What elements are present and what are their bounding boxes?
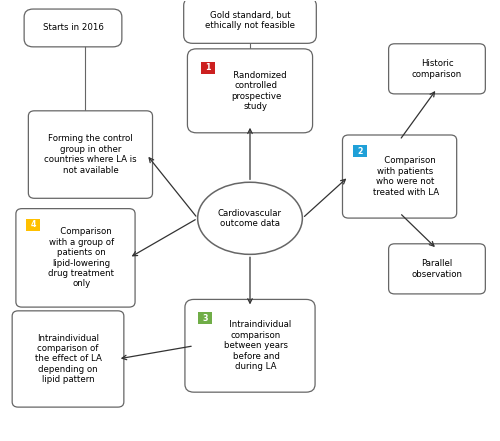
- FancyBboxPatch shape: [184, 0, 316, 43]
- FancyBboxPatch shape: [201, 62, 215, 74]
- FancyBboxPatch shape: [24, 9, 122, 47]
- Text: Comparison
with a group of
patients on
lipid-lowering
drug treatment
only: Comparison with a group of patients on l…: [48, 228, 114, 288]
- Text: Comparison
with patients
who were not
treated with LA: Comparison with patients who were not tr…: [372, 157, 438, 197]
- Text: Intraindividual
comparison
between years
before and
during LA: Intraindividual comparison between years…: [221, 321, 291, 371]
- Text: Cardiovascular
outcome data: Cardiovascular outcome data: [218, 209, 282, 228]
- Text: Starts in 2016: Starts in 2016: [42, 23, 104, 33]
- Text: Gold standard, but
ethically not feasible: Gold standard, but ethically not feasibl…: [205, 11, 295, 30]
- FancyBboxPatch shape: [16, 209, 135, 307]
- Text: Intraindividual
comparison of
the effect of LA
depending on
lipid pattern: Intraindividual comparison of the effect…: [34, 334, 102, 384]
- FancyBboxPatch shape: [28, 111, 152, 198]
- FancyBboxPatch shape: [12, 311, 124, 407]
- Ellipse shape: [198, 182, 302, 254]
- Text: 3: 3: [202, 314, 208, 323]
- FancyBboxPatch shape: [198, 312, 212, 325]
- FancyBboxPatch shape: [185, 299, 315, 392]
- Text: 2: 2: [358, 147, 362, 156]
- Text: Historic
comparison: Historic comparison: [412, 59, 462, 78]
- FancyBboxPatch shape: [342, 135, 456, 218]
- FancyBboxPatch shape: [26, 219, 40, 231]
- FancyBboxPatch shape: [388, 44, 486, 94]
- FancyBboxPatch shape: [188, 49, 312, 133]
- Text: 1: 1: [205, 63, 210, 72]
- FancyBboxPatch shape: [388, 244, 486, 294]
- Text: Forming the control
group in other
countries where LA is
not available: Forming the control group in other count…: [44, 135, 137, 175]
- FancyBboxPatch shape: [353, 145, 367, 157]
- Text: Parallel
observation: Parallel observation: [412, 259, 463, 279]
- Text: Randomized
controlled
prospective
study: Randomized controlled prospective study: [225, 71, 287, 111]
- Text: 4: 4: [30, 220, 36, 229]
